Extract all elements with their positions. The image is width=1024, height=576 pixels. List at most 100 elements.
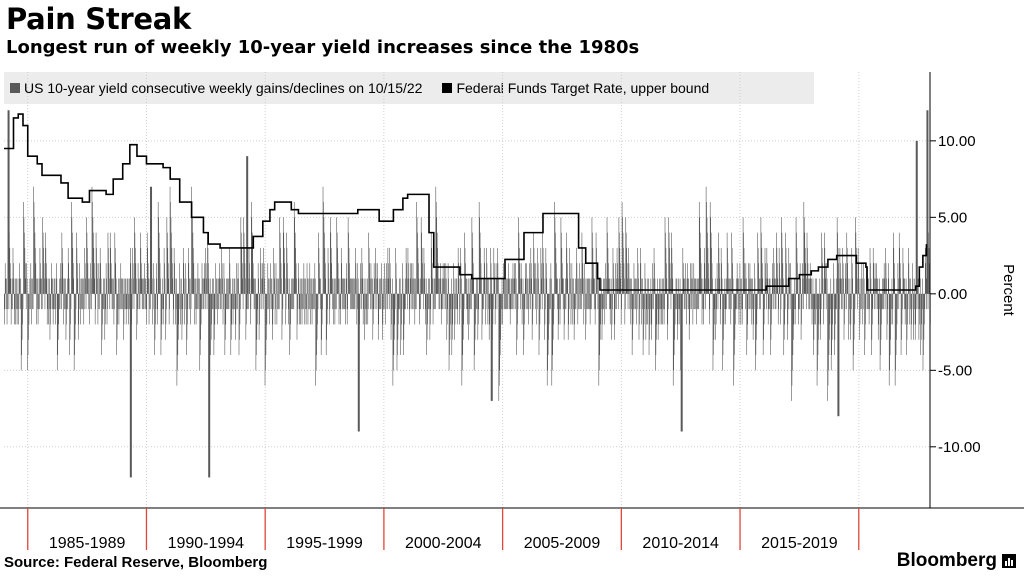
streak-bar	[896, 293, 898, 325]
streak-bar	[589, 293, 591, 325]
streak-bar	[812, 293, 813, 310]
streak-bar	[847, 278, 849, 294]
streak-bar	[886, 293, 888, 340]
streak-bar	[760, 217, 762, 294]
streak-bar	[410, 293, 412, 310]
streak-bar	[484, 278, 486, 294]
streak-bar	[378, 293, 380, 325]
streak-bar	[42, 232, 44, 294]
streak-bar	[649, 293, 650, 340]
streak-bar	[219, 278, 221, 294]
streak-bar	[835, 293, 836, 325]
streak-bar	[396, 293, 398, 371]
streak-bar	[66, 293, 67, 325]
streak-bar	[61, 247, 63, 294]
streak-bar	[324, 232, 325, 294]
streak-bar	[754, 278, 756, 294]
streak-bar	[825, 293, 827, 310]
streak-bar	[755, 293, 756, 371]
streak-bar	[253, 278, 254, 294]
streak-bar	[625, 217, 627, 294]
y-tick-label: -10.00	[938, 439, 981, 456]
streak-bar	[7, 293, 8, 310]
streak-bar	[904, 278, 906, 294]
streak-bar	[823, 293, 824, 325]
streak-bar	[496, 278, 497, 294]
streak-bar	[785, 247, 787, 294]
streak-bar	[912, 263, 913, 294]
streak-bar	[14, 278, 16, 294]
streak-bar	[650, 278, 652, 294]
streak-bar	[877, 293, 878, 310]
streak-bar	[465, 278, 467, 294]
streak-bar	[296, 278, 297, 294]
streak-bar	[38, 278, 40, 294]
streak-bar	[207, 247, 209, 294]
streak-bar	[729, 278, 730, 294]
streak-bar	[9, 263, 11, 294]
streak-bar	[730, 293, 732, 310]
streak-bar	[619, 263, 621, 294]
streak-bar	[696, 293, 697, 325]
streak-bar	[172, 263, 173, 294]
streak-bar	[277, 293, 279, 310]
streak-bar	[51, 278, 53, 294]
streak-bar	[531, 278, 532, 294]
streak-bar-peak	[208, 293, 211, 478]
streak-bar	[297, 293, 298, 325]
streak-bar	[315, 293, 317, 371]
streak-bar	[293, 278, 294, 294]
streak-bar	[862, 293, 864, 325]
streak-bar	[252, 247, 253, 294]
streak-bar	[861, 278, 863, 294]
streak-bar	[119, 293, 121, 310]
streak-bar	[110, 247, 111, 294]
streak-bar	[869, 293, 870, 310]
streak-bar	[164, 278, 166, 294]
streak-bar	[302, 293, 303, 310]
streak-bar	[421, 247, 423, 294]
streak-bar	[818, 293, 819, 340]
streak-bar	[540, 247, 542, 294]
streak-bar	[366, 293, 368, 310]
streak-bar	[892, 293, 894, 310]
streak-bar	[360, 263, 361, 294]
streak-bar	[849, 278, 851, 294]
streak-bar	[689, 293, 690, 325]
streak-bar	[314, 293, 315, 310]
streak-bar	[875, 293, 877, 310]
streak-bar	[852, 293, 854, 371]
streak-bar	[620, 293, 622, 325]
streak-bar	[208, 263, 209, 294]
streak-bar	[175, 293, 176, 325]
streak-bar	[227, 278, 228, 294]
streak-bar	[475, 293, 477, 310]
streak-bar	[126, 293, 127, 310]
streak-bar	[369, 263, 370, 294]
streak-bar	[384, 278, 386, 294]
streak-bar	[162, 278, 164, 294]
streak-bar	[408, 278, 410, 294]
streak-bar	[381, 263, 382, 294]
streak-bar	[858, 263, 859, 294]
streak-bar	[766, 263, 768, 294]
streak-bar	[38, 293, 39, 310]
streak-bar	[924, 293, 925, 325]
streak-bar	[483, 293, 485, 310]
streak-bar	[65, 293, 67, 340]
streak-bar	[672, 278, 674, 294]
streak-bar	[773, 247, 774, 294]
streak-bar	[246, 293, 247, 325]
streak-bar	[854, 293, 856, 310]
streak-bar	[199, 293, 201, 371]
streak-bar	[314, 278, 316, 294]
streak-bar	[228, 293, 230, 310]
streak-bar	[740, 293, 742, 325]
streak-bar	[269, 293, 270, 325]
streak-bar	[651, 293, 653, 310]
streak-bar	[235, 293, 236, 340]
streak-bar	[31, 293, 32, 325]
streak-bar	[466, 293, 467, 310]
streak-bar	[422, 278, 424, 294]
streak-bar	[474, 293, 475, 356]
